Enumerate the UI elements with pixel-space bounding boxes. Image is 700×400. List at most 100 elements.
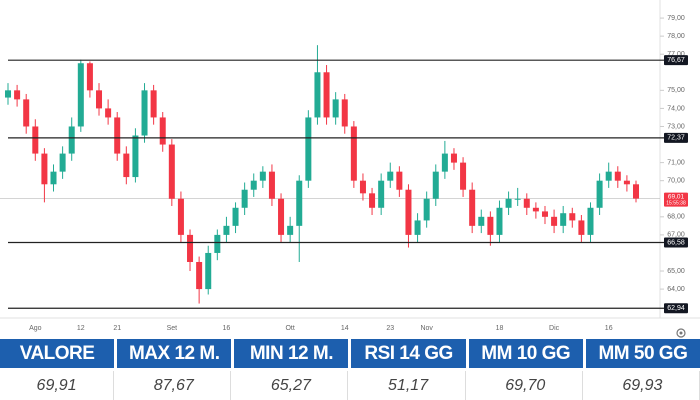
- level-label-bg: [664, 237, 688, 248]
- level-label: 62,94: [667, 305, 685, 312]
- candle-body: [114, 117, 121, 154]
- candle-body: [569, 213, 576, 221]
- candle-body: [551, 216, 558, 226]
- candle-body: [287, 225, 294, 235]
- candle-body: [450, 153, 457, 163]
- y-tick-label: 71,00: [667, 159, 685, 166]
- candle-body: [177, 198, 184, 235]
- y-tick-label: 65,00: [667, 268, 685, 275]
- level-label-bg: [664, 55, 688, 66]
- candle-body: [50, 171, 57, 185]
- candle-body: [314, 72, 321, 118]
- candle-body: [77, 63, 84, 127]
- y-tick-label: 75,00: [667, 87, 685, 94]
- candle-body: [259, 171, 266, 181]
- candle-body: [232, 207, 239, 226]
- x-tick-label: Set: [167, 325, 178, 332]
- x-tick-label: 16: [223, 325, 231, 332]
- table-cell: 69,93: [586, 371, 700, 400]
- candle-body: [505, 198, 512, 208]
- y-tick-label: 79,00: [667, 15, 685, 22]
- candle-body: [432, 171, 439, 199]
- candle-body: [405, 189, 412, 235]
- y-tick-label: 70,00: [667, 178, 685, 185]
- x-tick-label: 21: [113, 325, 121, 332]
- candle-body: [523, 198, 530, 208]
- y-tick-label: 67,00: [667, 232, 685, 239]
- y-tick-label: 64,00: [667, 286, 685, 293]
- candle-body: [241, 189, 248, 208]
- candle-body: [514, 198, 521, 200]
- x-tick-label: Nov: [420, 325, 433, 332]
- settings-icon[interactable]: [676, 328, 686, 338]
- x-tick-label: 12: [77, 325, 85, 332]
- column-header: MM 10 GG: [468, 339, 583, 368]
- candle-body: [623, 180, 630, 185]
- stats-table: VALORE MAX 12 M. MIN 12 M. RSI 14 GG MM 10 G…: [0, 339, 700, 400]
- candle-body: [150, 90, 157, 118]
- candle-body: [32, 126, 39, 154]
- candle-body: [159, 117, 166, 145]
- candle-body: [359, 180, 366, 194]
- candle-body: [578, 220, 585, 235]
- price-label: 69,01: [668, 193, 685, 200]
- candle-body: [205, 252, 212, 290]
- x-tick-label: 14: [341, 325, 349, 332]
- table-cell: 51,17: [351, 371, 466, 400]
- candle-body: [14, 90, 21, 100]
- price-countdown: 15:55:38: [666, 200, 686, 206]
- y-tick-label: 73,00: [667, 123, 685, 130]
- candle-body: [96, 90, 103, 109]
- y-tick-label: 74,00: [667, 105, 685, 112]
- candle-body: [614, 171, 621, 181]
- candle-body: [496, 207, 503, 235]
- column-header: MAX 12 M.: [117, 339, 232, 368]
- chart: 79,00 78,00 77,00 75,00 74,00 73,00 71,00 70,00…: [0, 0, 700, 338]
- candle-body: [469, 189, 476, 226]
- column-header: VALORE: [0, 339, 115, 368]
- x-tick-label: 18: [496, 325, 504, 332]
- candle-body: [296, 180, 303, 226]
- candle-body: [541, 211, 548, 217]
- candle-body: [605, 171, 612, 181]
- candle-body: [414, 220, 421, 235]
- candle-body: [350, 126, 357, 181]
- column-header: RSI 14 GG: [351, 339, 466, 368]
- candle-body: [460, 162, 467, 190]
- x-tick-label: Ago: [29, 325, 42, 332]
- price-label-bg: [664, 192, 688, 207]
- candle-body: [305, 117, 312, 181]
- level-label: 76,67: [667, 57, 685, 64]
- candle-body: [387, 171, 394, 181]
- candle-body: [268, 171, 275, 199]
- candle-body: [423, 198, 430, 221]
- candle-body: [396, 171, 403, 190]
- x-tick-label: Ott: [285, 325, 294, 332]
- candle-body: [341, 99, 348, 127]
- candle-body: [332, 99, 339, 118]
- x-tick-label: 16: [605, 325, 613, 332]
- candle-body: [23, 99, 30, 127]
- candle-body: [187, 234, 194, 262]
- candle-body: [86, 63, 93, 91]
- candle-body: [41, 153, 48, 185]
- column-header: MIN 12 M.: [234, 339, 349, 368]
- level-label: 72,37: [667, 135, 685, 142]
- candle-body: [132, 135, 139, 178]
- candle-body: [632, 184, 640, 199]
- candle-body: [196, 261, 203, 290]
- y-tick-label: 68,00: [667, 214, 685, 221]
- candle-body: [168, 144, 175, 199]
- candle-body: [478, 216, 485, 226]
- candle-body: [587, 207, 594, 235]
- candle-body: [596, 180, 603, 208]
- table-cell: 87,67: [117, 371, 232, 400]
- candle-body: [250, 180, 257, 190]
- candle-body: [487, 216, 494, 235]
- level-label: 66,58: [667, 239, 685, 246]
- candle-body: [278, 198, 285, 235]
- level-label-bg: [664, 303, 688, 314]
- level-label-bg: [664, 132, 688, 143]
- candle-body: [4, 90, 12, 98]
